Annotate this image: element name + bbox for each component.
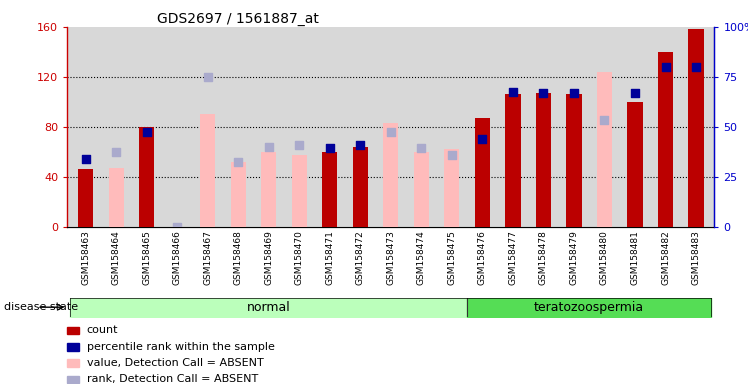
Text: normal: normal bbox=[247, 301, 291, 314]
Point bbox=[79, 156, 91, 162]
Text: GSM158478: GSM158478 bbox=[539, 230, 548, 285]
Bar bbox=[688, 30, 704, 227]
Bar bbox=[261, 152, 276, 227]
Text: rank, Detection Call = ABSENT: rank, Detection Call = ABSENT bbox=[87, 374, 258, 384]
Bar bbox=[139, 127, 154, 227]
Bar bbox=[628, 102, 643, 227]
Point bbox=[110, 149, 122, 155]
Bar bbox=[230, 162, 246, 227]
Bar bbox=[536, 93, 551, 227]
Text: disease state: disease state bbox=[4, 302, 78, 312]
Point bbox=[568, 90, 580, 96]
Point bbox=[384, 129, 396, 135]
Text: GSM158464: GSM158464 bbox=[111, 230, 120, 285]
Text: GSM158481: GSM158481 bbox=[631, 230, 640, 285]
Bar bbox=[566, 94, 582, 227]
Bar bbox=[444, 149, 459, 227]
Bar bbox=[506, 94, 521, 227]
Point bbox=[660, 64, 672, 70]
Point bbox=[538, 90, 550, 96]
Point bbox=[171, 223, 183, 230]
Text: GSM158473: GSM158473 bbox=[386, 230, 396, 285]
Text: GSM158466: GSM158466 bbox=[173, 230, 182, 285]
Bar bbox=[383, 123, 399, 227]
Point bbox=[202, 74, 214, 80]
Point bbox=[263, 144, 275, 150]
Text: GSM158476: GSM158476 bbox=[478, 230, 487, 285]
Point bbox=[629, 90, 641, 96]
Bar bbox=[78, 169, 94, 227]
Text: GSM158482: GSM158482 bbox=[661, 230, 670, 285]
Text: GSM158471: GSM158471 bbox=[325, 230, 334, 285]
Text: GSM158469: GSM158469 bbox=[264, 230, 273, 285]
Bar bbox=[658, 52, 673, 227]
Text: GSM158467: GSM158467 bbox=[203, 230, 212, 285]
Text: GSM158477: GSM158477 bbox=[509, 230, 518, 285]
Bar bbox=[352, 147, 368, 227]
Point bbox=[293, 142, 305, 149]
Text: GSM158479: GSM158479 bbox=[569, 230, 578, 285]
Point bbox=[507, 89, 519, 95]
Bar bbox=[414, 152, 429, 227]
Text: GSM158475: GSM158475 bbox=[447, 230, 456, 285]
Bar bbox=[67, 359, 79, 367]
Bar bbox=[292, 156, 307, 227]
Point bbox=[690, 64, 702, 70]
Text: GSM158463: GSM158463 bbox=[81, 230, 90, 285]
Bar bbox=[108, 168, 123, 227]
Text: GSM158470: GSM158470 bbox=[295, 230, 304, 285]
Text: GSM158465: GSM158465 bbox=[142, 230, 151, 285]
Point bbox=[415, 145, 427, 151]
Point bbox=[598, 118, 610, 124]
Bar bbox=[200, 114, 215, 227]
Text: count: count bbox=[87, 326, 118, 336]
Bar bbox=[67, 376, 79, 383]
Text: teratozoospermia: teratozoospermia bbox=[534, 301, 644, 314]
Bar bbox=[67, 326, 79, 334]
Text: GSM158468: GSM158468 bbox=[233, 230, 243, 285]
Point bbox=[141, 129, 153, 135]
Point bbox=[476, 136, 488, 142]
Point bbox=[324, 145, 336, 151]
Text: GSM158480: GSM158480 bbox=[600, 230, 609, 285]
Text: GDS2697 / 1561887_at: GDS2697 / 1561887_at bbox=[157, 12, 319, 25]
Point bbox=[355, 142, 367, 149]
Bar bbox=[322, 152, 337, 227]
Text: GSM158483: GSM158483 bbox=[692, 230, 701, 285]
Bar bbox=[475, 118, 490, 227]
Point bbox=[446, 152, 458, 159]
Text: GSM158472: GSM158472 bbox=[356, 230, 365, 285]
Text: value, Detection Call = ABSENT: value, Detection Call = ABSENT bbox=[87, 358, 263, 368]
Bar bbox=[597, 72, 612, 227]
Text: percentile rank within the sample: percentile rank within the sample bbox=[87, 342, 275, 352]
Bar bbox=[67, 343, 79, 351]
Point bbox=[232, 159, 244, 165]
Text: GSM158474: GSM158474 bbox=[417, 230, 426, 285]
